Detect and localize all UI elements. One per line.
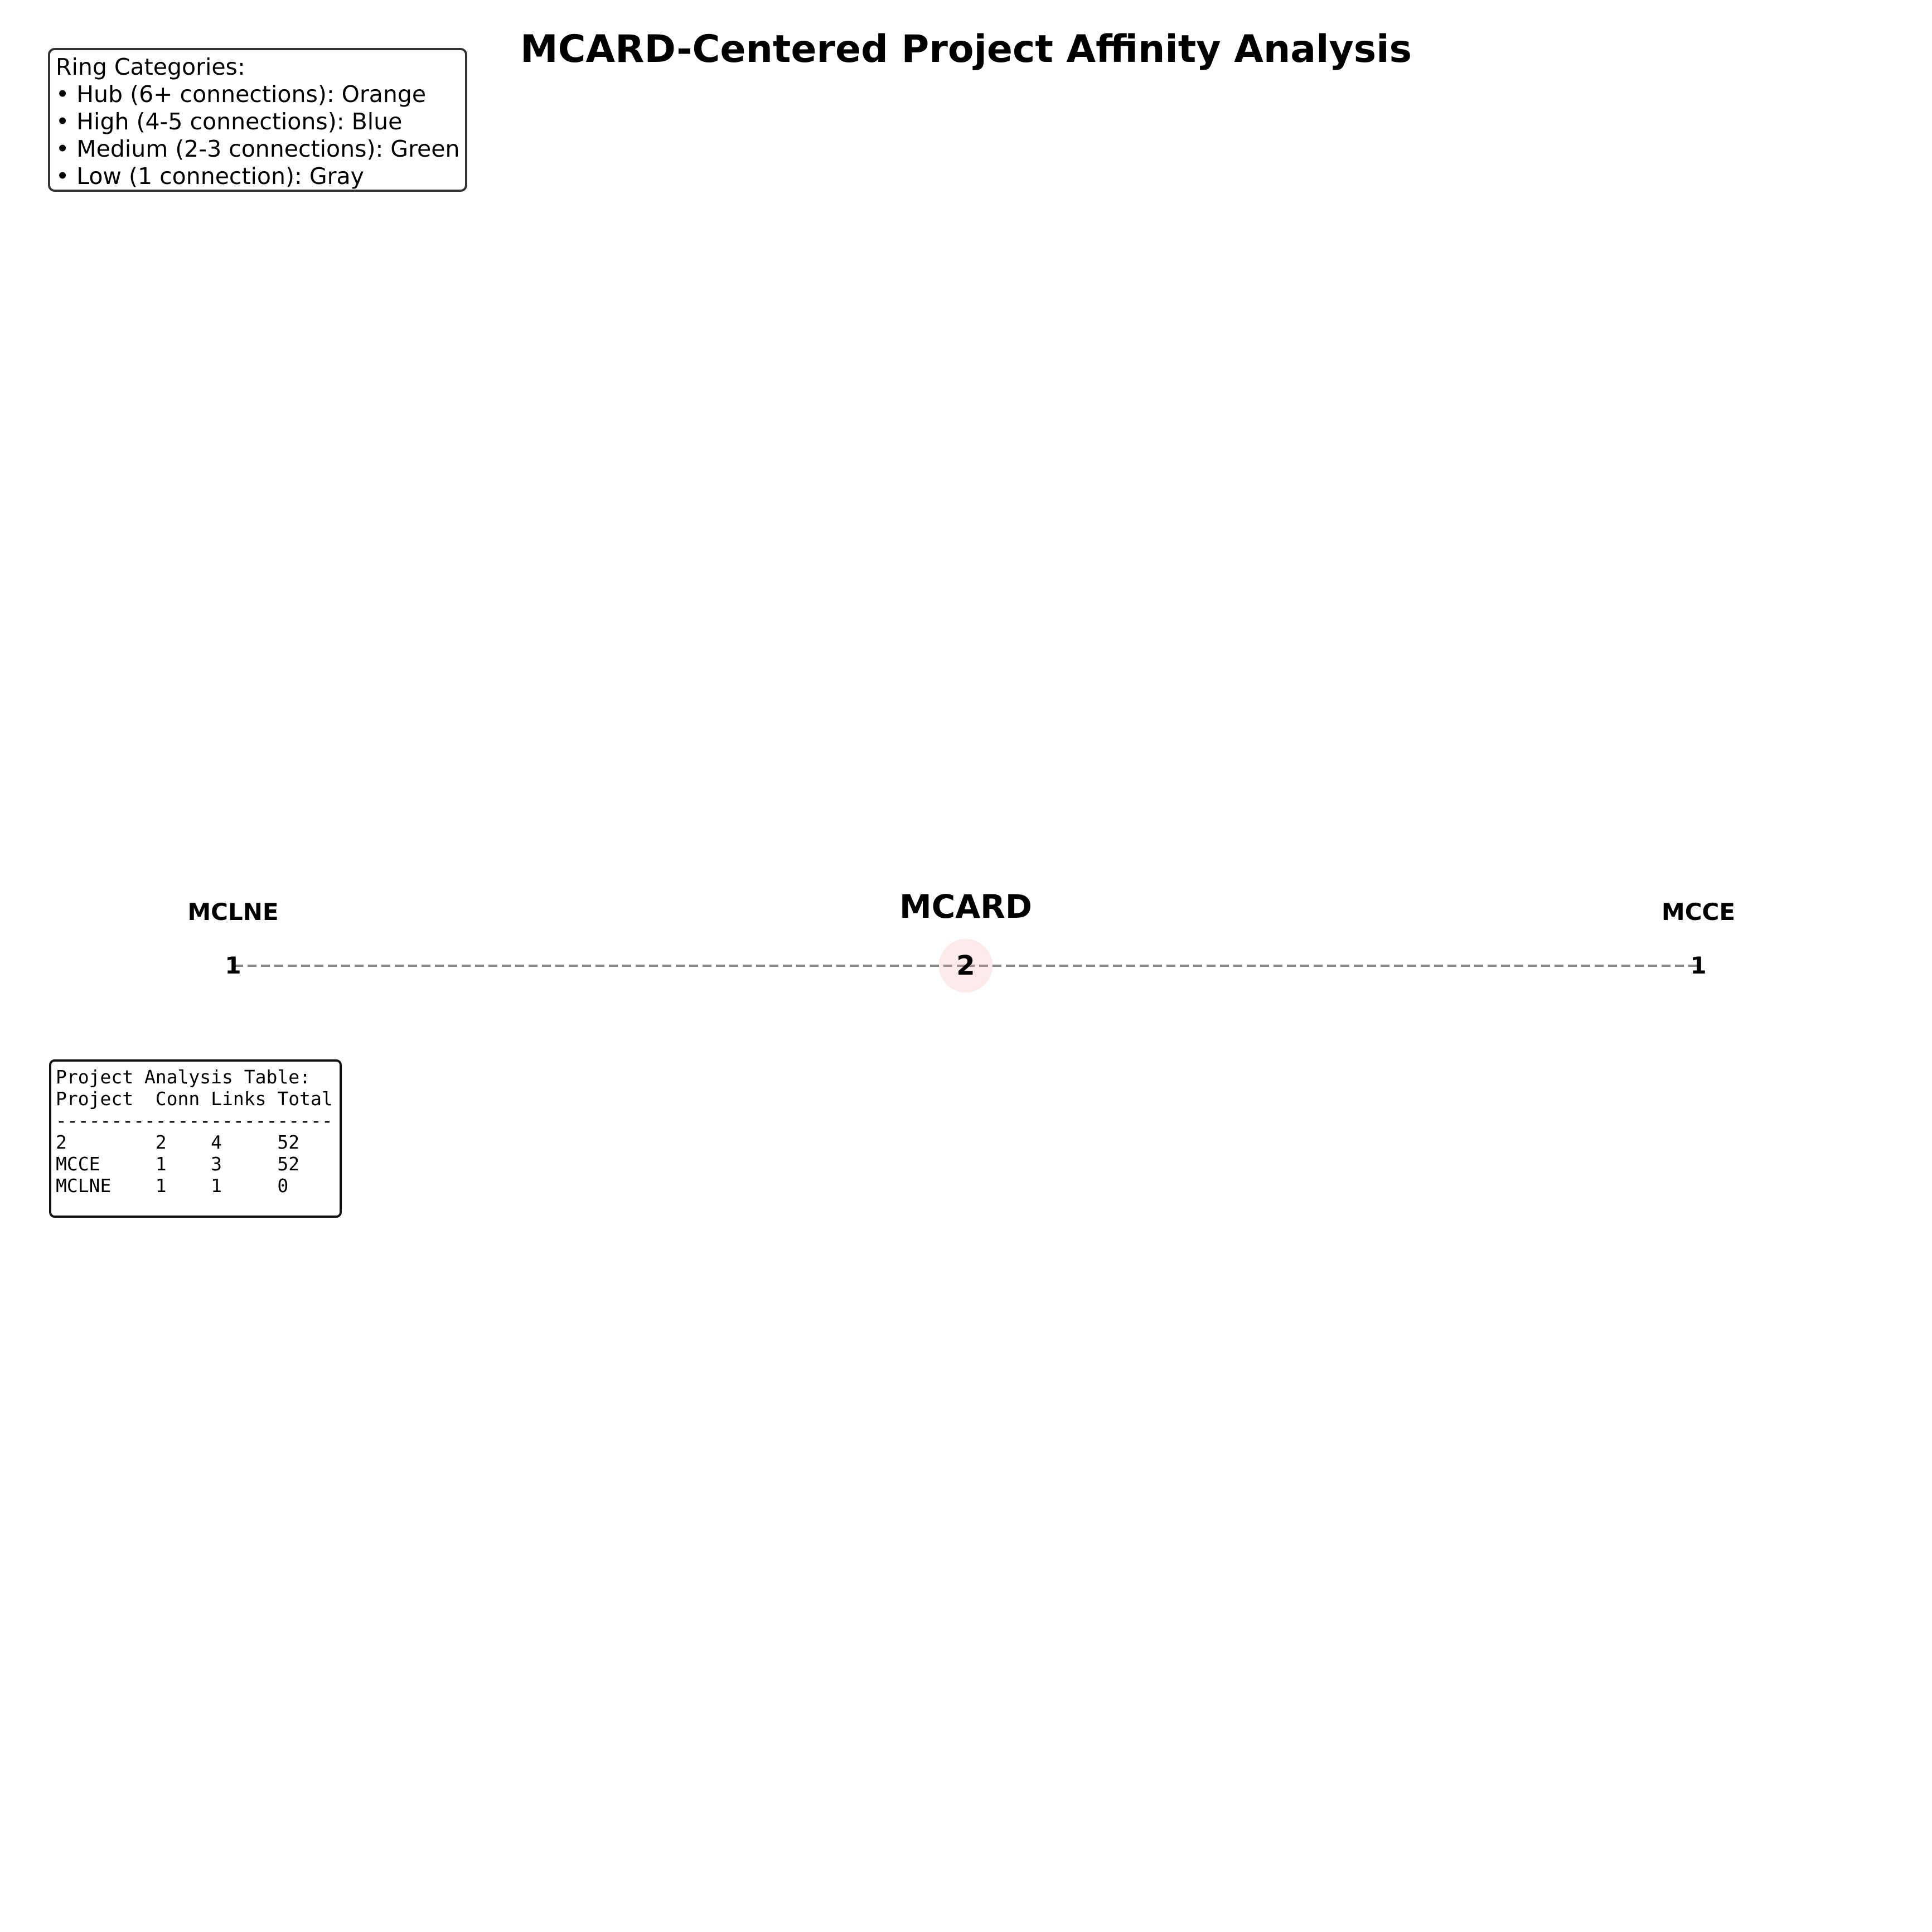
node-mclne-value: 1 bbox=[225, 952, 241, 979]
table-separator: ------------------------- bbox=[56, 1110, 333, 1131]
table-header-row: Project Conn Links Total bbox=[56, 1088, 333, 1110]
legend-item-low: • Low (1 connection): Gray bbox=[56, 163, 364, 190]
center-node-name: MCARD bbox=[899, 888, 1032, 926]
page-title: MCARD-Centered Project Affinity Analysis bbox=[520, 27, 1412, 71]
table-row: MCCE 1 3 52 bbox=[56, 1153, 300, 1175]
table-heading: Project Analysis Table: bbox=[56, 1066, 311, 1088]
node-mcce-name: MCCE bbox=[1662, 898, 1735, 926]
node-mclne-name: MCLNE bbox=[187, 898, 278, 926]
legend-item-medium: • Medium (2-3 connections): Green bbox=[56, 135, 460, 162]
center-node-value: 2 bbox=[956, 950, 975, 981]
ring-categories-legend: Ring Categories: • Hub (6+ connections):… bbox=[48, 48, 467, 192]
node-mcce-value: 1 bbox=[1690, 952, 1706, 979]
project-analysis-table: Project Analysis Table: Project Conn Lin… bbox=[49, 1059, 342, 1218]
legend-item-high: • High (4-5 connections): Blue bbox=[56, 108, 403, 135]
center-node-halo bbox=[939, 939, 992, 992]
table-row: MCLNE 1 1 0 bbox=[56, 1175, 289, 1197]
table-row: 2 2 4 52 bbox=[56, 1131, 300, 1153]
legend-item-hub: • Hub (6+ connections): Orange bbox=[56, 81, 427, 108]
legend-heading: Ring Categories: bbox=[56, 54, 245, 80]
